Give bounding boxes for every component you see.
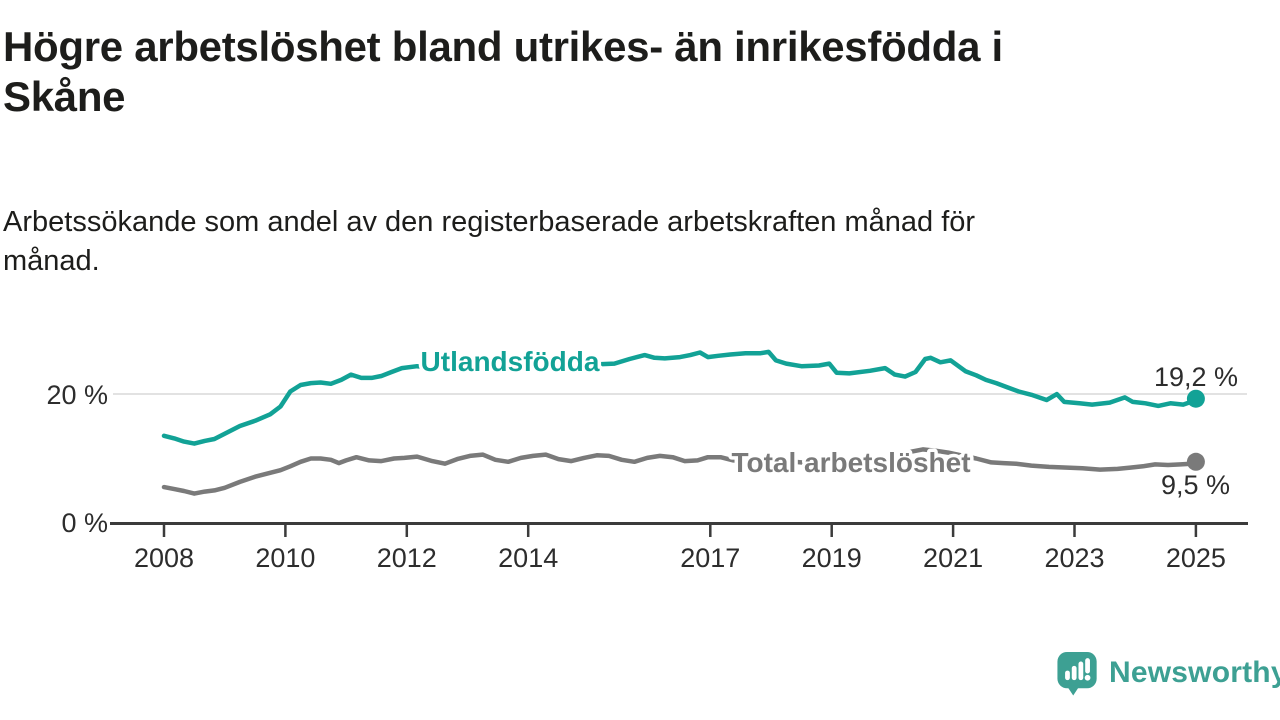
logo-bar-medium: [1071, 665, 1077, 681]
logo-exclamation-stem: [1085, 658, 1090, 674]
series-label-utlandsfodda: Utlandsfödda: [421, 346, 600, 377]
series-end-dot-total-arbetsloshet: [1186, 452, 1205, 471]
newsworthy-logo: Newsworthy: [1056, 649, 1280, 697]
y-tick-label-20: 20 %: [46, 380, 108, 410]
series-line-utlandsfodda: [161, 349, 1199, 446]
page-subtitle: Arbetssökande som andel av den registerb…: [3, 206, 976, 277]
x-tick-label: 2017: [680, 543, 740, 573]
y-tick-label-0: 0 %: [61, 508, 108, 538]
x-tick-label: 2025: [1166, 543, 1226, 573]
end-value-label-total-arbetsloshet: 9,5 %: [1161, 470, 1230, 500]
series-line-total-arbetsloshet: [161, 447, 1199, 496]
x-tick-label: 2021: [923, 543, 983, 573]
x-axis-ticks: 2008 2010 2012 2014 2017 2019 2021 2023 2025: [134, 523, 1226, 573]
end-value-label-utlandsfodda: 19,2 %: [1154, 362, 1238, 392]
x-tick-label: 2008: [134, 543, 194, 573]
x-tick-label: 2010: [255, 543, 315, 573]
logo-exclamation-dot: [1084, 674, 1091, 681]
series-end-dot-utlandsfodda: [1186, 389, 1205, 408]
newsworthy-speech-bubble-chart-icon: [1057, 651, 1097, 696]
x-tick-label: 2012: [377, 543, 437, 573]
logo-bar-large: [1078, 661, 1084, 681]
x-tick-label: 2019: [802, 543, 862, 573]
x-tick-label: 2014: [498, 543, 558, 573]
logo-bar-small: [1065, 670, 1070, 681]
page-title: Högre arbetslöshet bland utrikes- än inr…: [3, 23, 1003, 120]
series-label-total-arbetsloshet: Total arbetslöshet: [731, 447, 970, 478]
x-tick-label: 2023: [1044, 543, 1104, 573]
newsworthy-logo-text: Newsworthy: [1109, 656, 1280, 689]
